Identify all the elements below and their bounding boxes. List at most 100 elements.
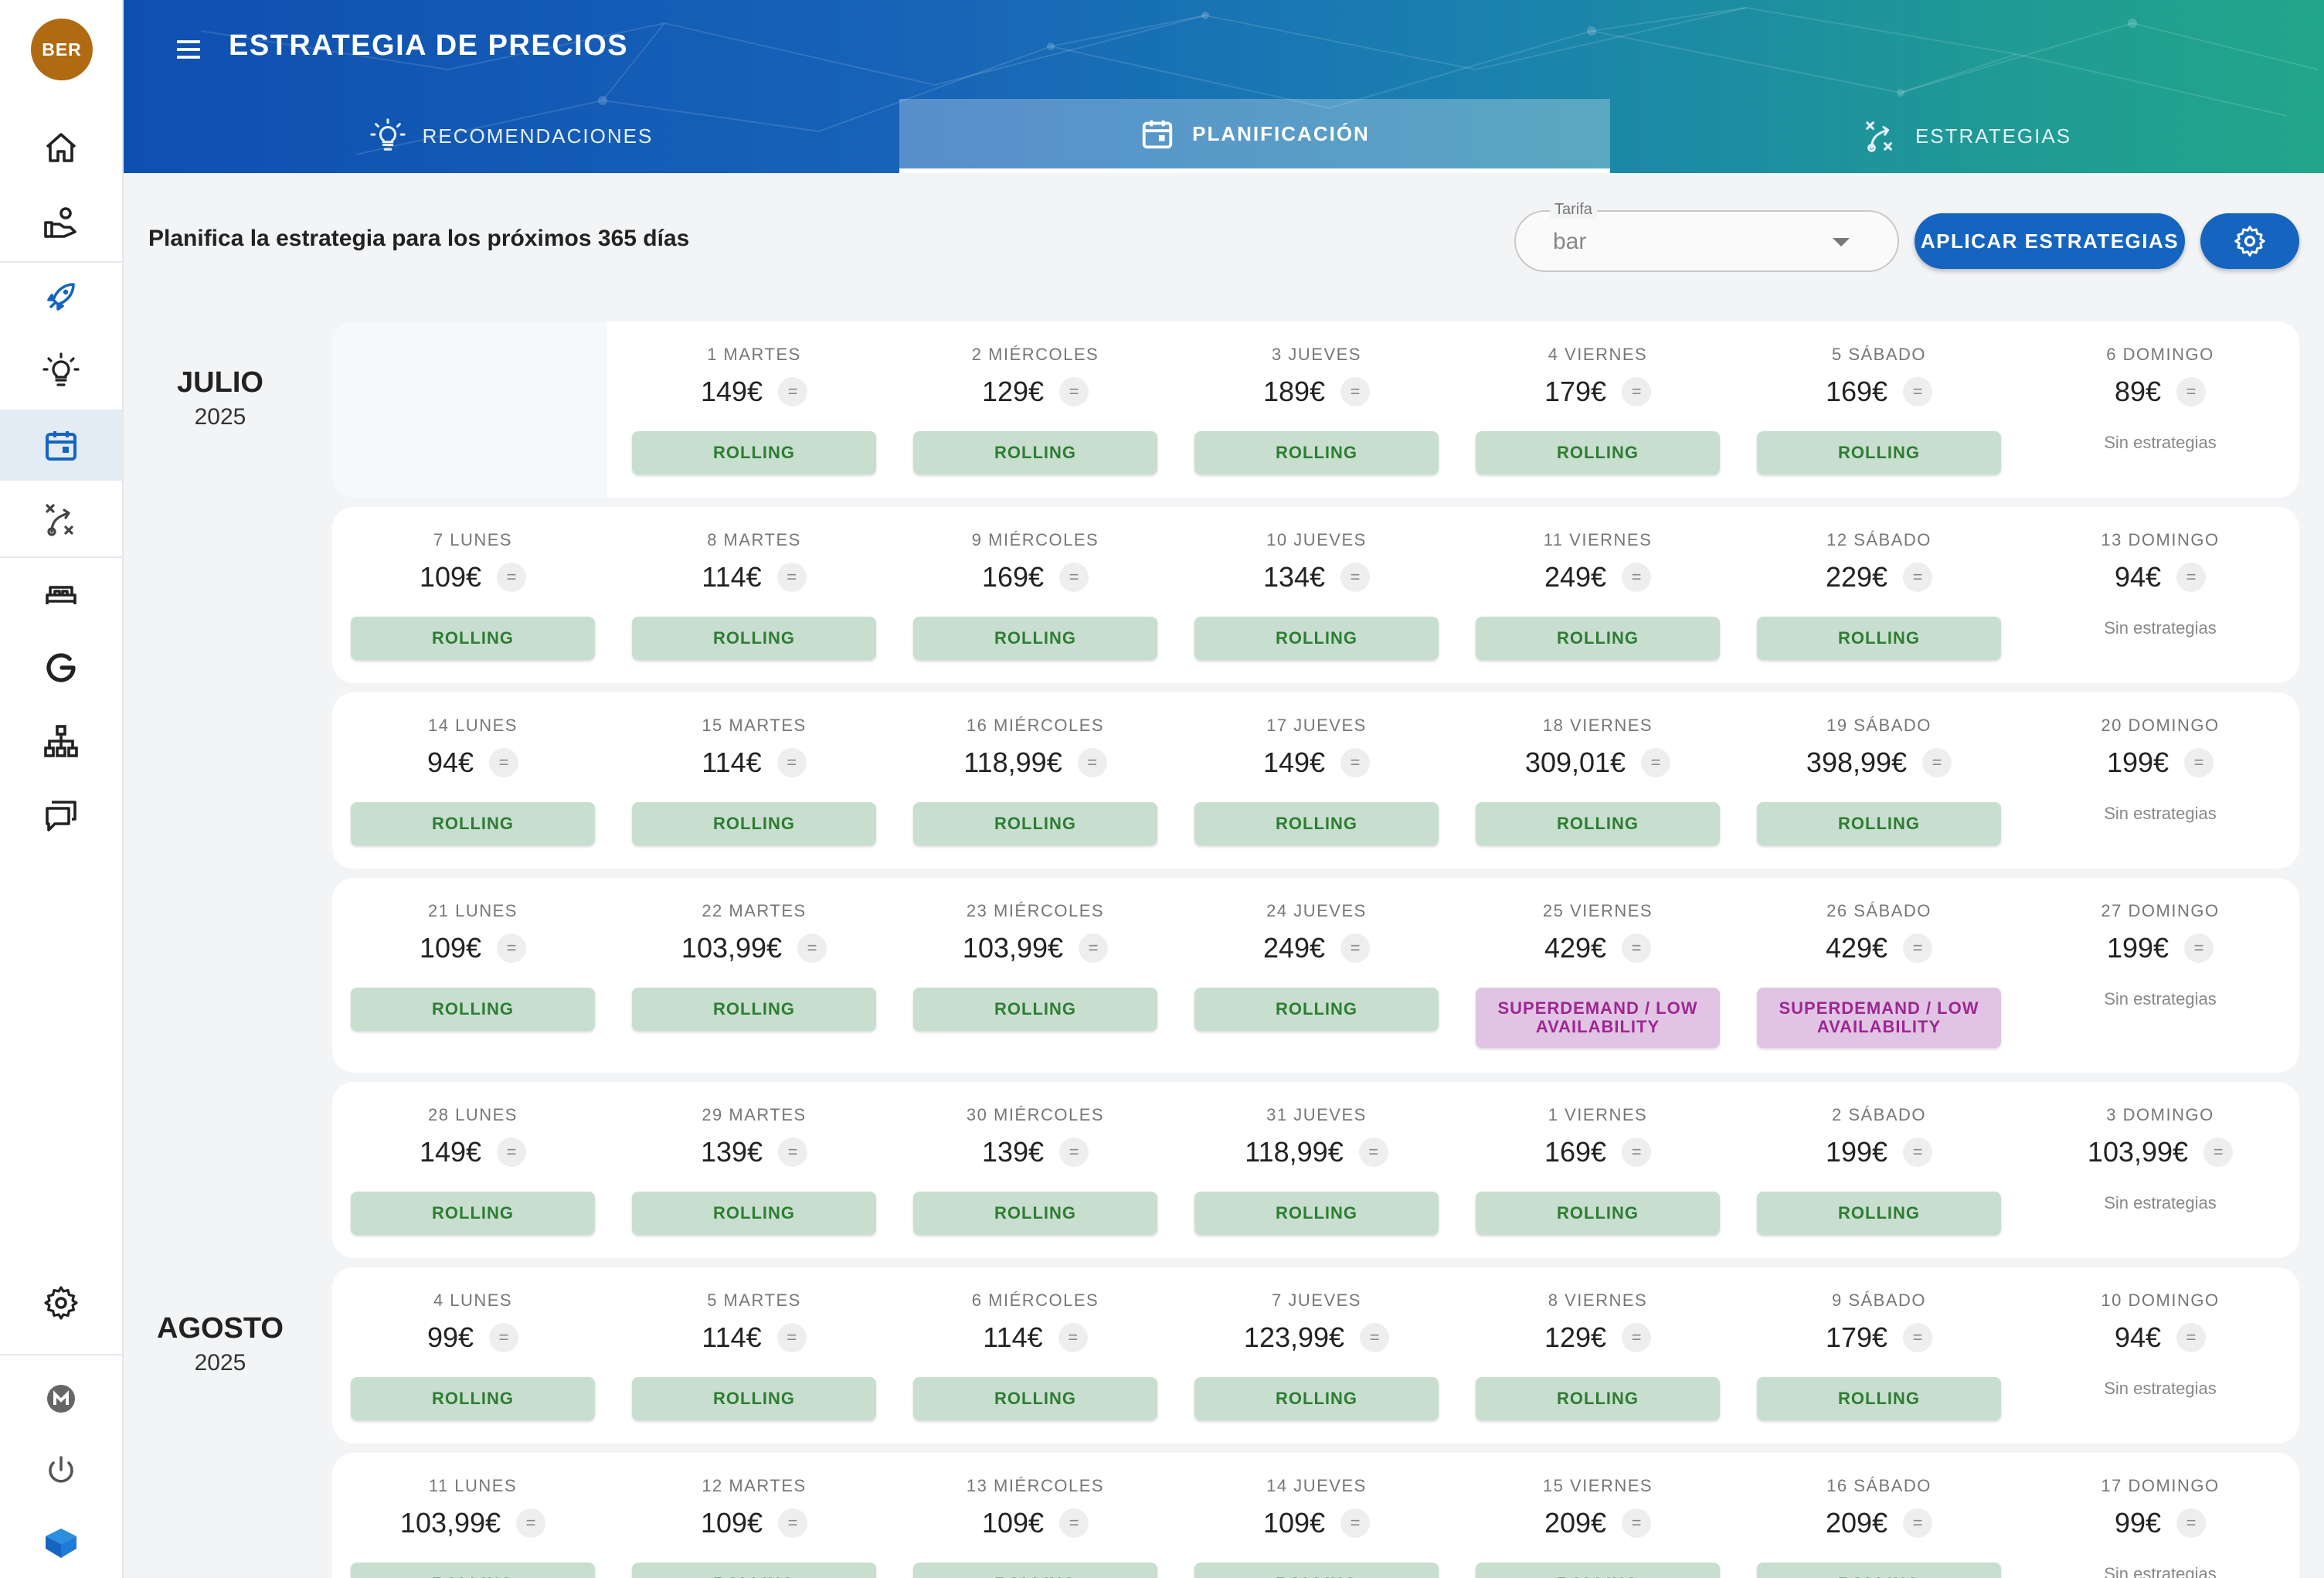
day-price[interactable]: 169€ — [981, 561, 1045, 593]
day-price[interactable]: 179€ — [1544, 376, 1607, 407]
day-price[interactable]: 209€ — [1825, 1507, 1888, 1539]
strategy-badge[interactable]: ROLLING — [1476, 1563, 1720, 1578]
day-cell[interactable]: 18 VIERNES 309,01€ = ROLLING — [1457, 692, 1738, 869]
day-cell[interactable]: 8 MARTES 114€ = ROLLING — [613, 507, 895, 683]
day-price[interactable]: 249€ — [1544, 561, 1607, 593]
day-price[interactable]: 103,99€ — [2087, 1136, 2189, 1168]
strategy-badge[interactable]: SUPERDEMAND / LOW AVAILABILITY — [1757, 988, 2001, 1048]
day-price[interactable]: 109€ — [419, 561, 482, 593]
day-price[interactable]: 189€ — [1262, 376, 1326, 407]
sidebar-item-logout[interactable] — [0, 1436, 122, 1507]
day-cell[interactable]: 7 JUEVES 123,99€ = ROLLING — [1176, 1267, 1457, 1444]
day-cell[interactable]: 4 LUNES 99€ = ROLLING — [332, 1267, 613, 1444]
strategy-badge[interactable]: ROLLING — [1757, 1563, 2001, 1578]
day-cell[interactable]: 11 VIERNES 249€ = ROLLING — [1457, 507, 1738, 683]
strategy-badge[interactable]: ROLLING — [1476, 1377, 1720, 1420]
day-cell[interactable]: 12 SÁBADO 229€ = ROLLING — [1738, 507, 2020, 683]
sidebar-item-m-logo[interactable] — [0, 1363, 122, 1434]
sidebar-item-launch[interactable] — [0, 261, 122, 332]
apply-strategies-button[interactable]: APLICAR ESTRATEGIAS — [1915, 213, 2185, 269]
strategy-badge[interactable]: ROLLING — [632, 617, 876, 660]
day-price[interactable]: 398,99€ — [1806, 746, 1908, 778]
day-cell[interactable]: 16 SÁBADO 209€ = ROLLING — [1738, 1453, 2020, 1578]
day-cell[interactable]: 9 MIÉRCOLES 169€ = ROLLING — [895, 507, 1176, 683]
day-cell[interactable]: 23 MIÉRCOLES 103,99€ = ROLLING — [895, 878, 1176, 1073]
day-cell[interactable]: 4 VIERNES 179€ = ROLLING — [1457, 321, 1738, 498]
day-cell[interactable]: 20 DOMINGO 199€ = Sin estrategias — [2020, 692, 2301, 869]
strategy-badge[interactable]: ROLLING — [1476, 431, 1720, 474]
sidebar-item-home[interactable] — [0, 113, 122, 184]
day-price[interactable]: 199€ — [1825, 1136, 1888, 1168]
strategy-badge[interactable]: ROLLING — [1194, 617, 1439, 660]
day-price[interactable]: 169€ — [1825, 376, 1888, 407]
day-price[interactable]: 89€ — [2114, 376, 2162, 407]
day-cell[interactable]: 22 MARTES 103,99€ = ROLLING — [613, 878, 895, 1073]
day-price[interactable]: 109€ — [981, 1507, 1045, 1539]
strategy-badge[interactable]: ROLLING — [632, 1192, 876, 1235]
day-cell[interactable]: 29 MARTES 139€ = ROLLING — [613, 1082, 895, 1258]
strategy-badge[interactable]: ROLLING — [351, 1192, 595, 1235]
day-price[interactable]: 169€ — [1544, 1136, 1607, 1168]
strategy-badge[interactable]: ROLLING — [913, 1192, 1157, 1235]
day-cell[interactable]: 30 MIÉRCOLES 139€ = ROLLING — [895, 1082, 1176, 1258]
strategy-badge[interactable]: ROLLING — [351, 617, 595, 660]
day-price[interactable]: 139€ — [981, 1136, 1045, 1168]
sidebar-item-planning[interactable] — [0, 410, 122, 481]
strategy-badge[interactable]: ROLLING — [913, 1563, 1157, 1578]
day-cell[interactable]: 6 MIÉRCOLES 114€ = ROLLING — [895, 1267, 1176, 1444]
day-cell[interactable]: 12 MARTES 109€ = ROLLING — [613, 1453, 895, 1578]
day-cell[interactable]: 31 JUEVES 118,99€ = ROLLING — [1176, 1082, 1457, 1258]
day-cell[interactable]: 2 SÁBADO 199€ = ROLLING — [1738, 1082, 2020, 1258]
strategy-badge[interactable]: ROLLING — [632, 802, 876, 845]
day-price[interactable]: 114€ — [702, 561, 762, 593]
strategy-badge[interactable]: ROLLING — [1194, 802, 1439, 845]
day-price[interactable]: 109€ — [1262, 1507, 1326, 1539]
day-price[interactable]: 114€ — [983, 1321, 1043, 1353]
day-price[interactable]: 99€ — [426, 1321, 474, 1353]
day-cell[interactable]: 25 VIERNES 429€ = SUPERDEMAND / LOW AVAILAB… — [1457, 878, 1738, 1073]
day-cell[interactable]: 10 JUEVES 134€ = ROLLING — [1176, 507, 1457, 683]
strategy-badge[interactable]: ROLLING — [913, 617, 1157, 660]
day-cell[interactable]: 11 LUNES 103,99€ = ROLLING — [332, 1453, 613, 1578]
day-cell[interactable]: 9 SÁBADO 179€ = ROLLING — [1738, 1267, 2020, 1444]
day-price[interactable]: 109€ — [700, 1507, 763, 1539]
tab-planning[interactable]: PLANIFICACIÓN — [899, 99, 1610, 173]
day-cell[interactable]: 2 MIÉRCOLES 129€ = ROLLING — [895, 321, 1176, 498]
day-price[interactable]: 103,99€ — [962, 932, 1064, 964]
day-price[interactable]: 129€ — [981, 376, 1045, 407]
day-price[interactable]: 123,99€ — [1243, 1321, 1345, 1353]
strategy-badge[interactable]: ROLLING — [1757, 617, 2001, 660]
day-price[interactable]: 429€ — [1825, 932, 1888, 964]
day-price[interactable]: 94€ — [426, 746, 474, 778]
strategy-badge[interactable]: ROLLING — [1476, 1192, 1720, 1235]
day-price[interactable]: 129€ — [1544, 1321, 1607, 1353]
strategy-badge[interactable]: ROLLING — [1194, 1377, 1439, 1420]
day-cell[interactable]: 10 DOMINGO 94€ = Sin estrategias — [2020, 1267, 2301, 1444]
day-cell[interactable]: 13 DOMINGO 94€ = Sin estrategias — [2020, 507, 2301, 683]
strategy-badge[interactable]: ROLLING — [1757, 1192, 2001, 1235]
day-price[interactable]: 103,99€ — [399, 1507, 501, 1539]
day-price[interactable]: 209€ — [1544, 1507, 1607, 1539]
day-price[interactable]: 199€ — [2106, 932, 2169, 964]
day-price[interactable]: 118,99€ — [963, 746, 1062, 778]
strategy-badge[interactable]: ROLLING — [1194, 988, 1439, 1031]
strategy-badge[interactable]: ROLLING — [1194, 1192, 1439, 1235]
day-cell[interactable]: 1 VIERNES 169€ = ROLLING — [1457, 1082, 1738, 1258]
day-price[interactable]: 99€ — [2114, 1507, 2162, 1539]
day-cell[interactable]: 17 JUEVES 149€ = ROLLING — [1176, 692, 1457, 869]
day-cell[interactable]: 8 VIERNES 129€ = ROLLING — [1457, 1267, 1738, 1444]
day-price[interactable]: 229€ — [1825, 561, 1888, 593]
strategy-badge[interactable]: SUPERDEMAND / LOW AVAILABILITY — [1476, 988, 1720, 1048]
menu-icon[interactable] — [172, 34, 206, 65]
strategy-badge[interactable]: ROLLING — [1476, 802, 1720, 845]
day-cell[interactable]: 17 DOMINGO 99€ = Sin estrategias — [2020, 1453, 2301, 1578]
day-cell[interactable]: 7 LUNES 109€ = ROLLING — [332, 507, 613, 683]
strategy-badge[interactable]: ROLLING — [1476, 617, 1720, 660]
day-cell[interactable]: 15 MARTES 114€ = ROLLING — [613, 692, 895, 869]
strategy-badge[interactable]: ROLLING — [1194, 1563, 1439, 1578]
day-cell[interactable]: 3 DOMINGO 103,99€ = Sin estrategias — [2020, 1082, 2301, 1258]
sidebar-item-rooms[interactable] — [0, 558, 122, 629]
day-price[interactable]: 149€ — [1262, 746, 1326, 778]
day-price[interactable]: 109€ — [419, 932, 482, 964]
settings-button[interactable] — [2200, 213, 2299, 269]
